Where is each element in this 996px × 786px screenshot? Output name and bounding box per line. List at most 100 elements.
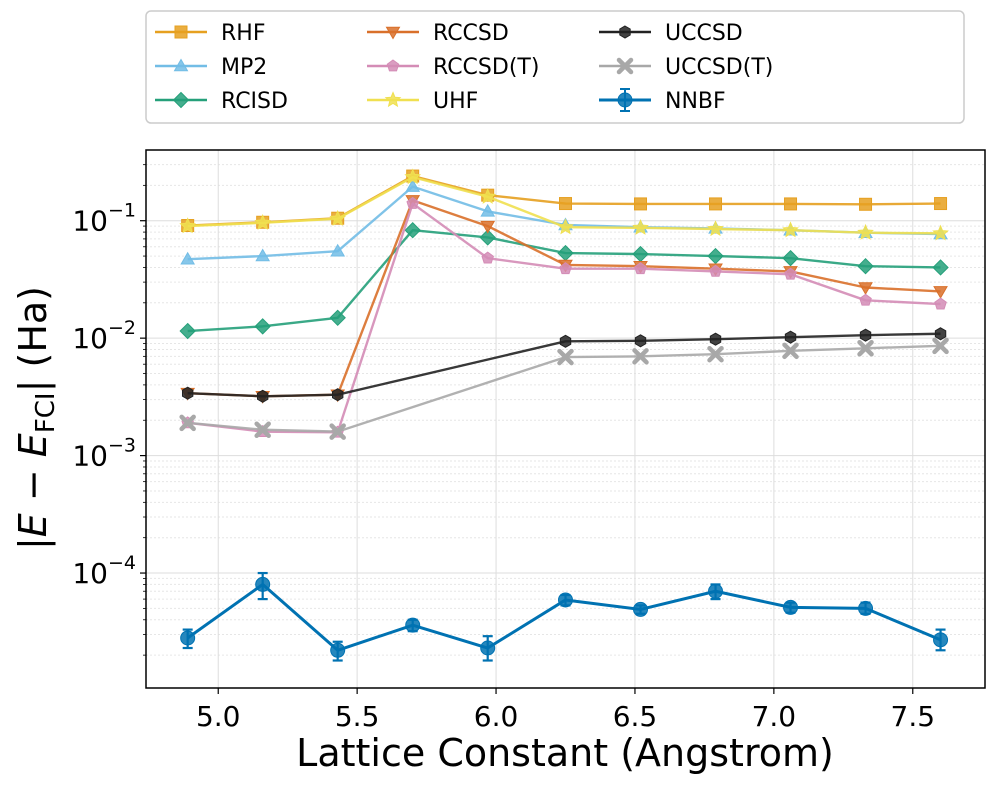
x-tick-label: 5.5 — [335, 700, 380, 733]
data-point — [784, 267, 797, 280]
data-point — [179, 414, 196, 432]
series-line-rccsd-t — [187, 202, 941, 434]
data-point — [332, 388, 344, 402]
data-point — [254, 421, 271, 438]
data-point — [783, 599, 799, 615]
data-point — [180, 630, 196, 646]
data-point — [180, 251, 196, 265]
data-point — [405, 617, 421, 633]
data-point — [932, 337, 949, 355]
data-point — [857, 223, 874, 240]
data-point — [784, 330, 797, 344]
legend-box — [145, 10, 965, 124]
x-tick-label: 7.0 — [752, 700, 797, 733]
data-point — [181, 386, 194, 400]
legend-item-rccsd: RCCSD — [367, 21, 509, 46]
y-tick-label: 10−1 — [72, 200, 136, 238]
data-point — [707, 247, 724, 265]
y-axis-label-e1: E — [11, 513, 55, 537]
data-point — [933, 632, 949, 648]
y-axis-label-prefix: | — [11, 537, 56, 550]
data-point — [179, 217, 197, 234]
data-point — [632, 348, 649, 365]
data-point — [784, 197, 798, 211]
y-axis-label-minus: − — [11, 457, 55, 513]
legend-label: RCISD — [221, 89, 288, 114]
data-point — [559, 197, 572, 211]
x-tick-label: 6.5 — [613, 700, 658, 733]
data-point — [858, 282, 873, 295]
data-point — [932, 259, 949, 276]
data-point — [932, 224, 949, 241]
data-point — [709, 264, 722, 277]
data-point — [406, 196, 419, 209]
legend-item-rhf: RHF — [155, 21, 265, 46]
y-axis-label-subscript: FCI — [31, 392, 61, 433]
legend-marker — [386, 59, 400, 72]
data-point — [559, 334, 572, 348]
legend-item-uccsd-t: UCCSD(T) — [599, 55, 773, 80]
data-point — [480, 640, 496, 656]
data-point — [634, 197, 648, 211]
data-point — [632, 219, 649, 235]
data-point — [329, 423, 346, 440]
data-point — [404, 222, 421, 239]
data-point — [557, 218, 574, 235]
data-point — [330, 642, 346, 658]
data-point — [559, 262, 572, 275]
y-tick-label: 10−3 — [72, 435, 136, 473]
data-point — [707, 345, 724, 363]
legend-marker — [385, 26, 401, 40]
data-point — [481, 251, 495, 264]
data-point — [934, 197, 948, 211]
data-point — [857, 340, 874, 357]
data-point — [256, 389, 269, 403]
x-tick-label: 5.0 — [196, 700, 241, 733]
legend-marker — [616, 57, 634, 75]
legend-label: RCCSD(T) — [433, 55, 539, 80]
data-point — [480, 220, 496, 234]
legend-item-rcisd: RCISD — [155, 89, 288, 114]
legend-label: UCCSD — [665, 21, 743, 46]
legend-label: RCCSD — [433, 21, 509, 46]
series-rcisd — [179, 222, 949, 340]
axes: 5.0 5.5 6.0 6.5 7.0 7.5 10−4 10−3 10−2 10−1 — [72, 164, 936, 733]
series-line-rcisd — [187, 229, 941, 333]
data-point — [404, 168, 422, 185]
data-point — [709, 332, 722, 346]
legend-item-rccsd-t: RCCSD(T) — [367, 55, 539, 80]
data-point — [405, 179, 421, 192]
series-nnbf — [180, 571, 949, 662]
data-point — [254, 318, 271, 335]
legend-label: MP2 — [221, 55, 267, 80]
data-point — [634, 334, 647, 348]
data-point — [329, 209, 347, 226]
legend: RHF MP2 RCISD RCCSD RCCSD(T) UHF UCCSD UCCSD(T)… — [145, 10, 965, 124]
legend-label: RHF — [221, 21, 265, 46]
data-point — [329, 309, 346, 327]
data-point — [858, 600, 874, 616]
data-point — [557, 244, 574, 262]
data-point — [557, 348, 574, 366]
legend-item-nnbf: NNBF — [599, 88, 726, 114]
legend-label: UCCSD(T) — [665, 55, 773, 80]
data-point — [782, 221, 799, 238]
x-tick-label: 6.0 — [474, 700, 519, 733]
data-point — [633, 601, 649, 617]
data-point — [255, 576, 271, 592]
y-tick-label: 10−2 — [72, 317, 136, 355]
data-point — [859, 197, 873, 211]
series-rccsd-t — [181, 196, 947, 438]
data-point — [782, 342, 799, 360]
x-tick-label: 7.5 — [891, 700, 936, 733]
legend-item-uccsd: UCCSD — [599, 21, 743, 46]
legend-marker — [173, 58, 189, 72]
series-uccsd — [181, 327, 947, 403]
data-point — [709, 197, 723, 211]
legend-item-uhf: UHF — [367, 89, 478, 114]
data-point — [708, 583, 724, 599]
y-axis-label-e2: E — [11, 433, 55, 457]
legend-item-mp2: MP2 — [155, 55, 267, 80]
legend-label: NNBF — [665, 89, 726, 114]
